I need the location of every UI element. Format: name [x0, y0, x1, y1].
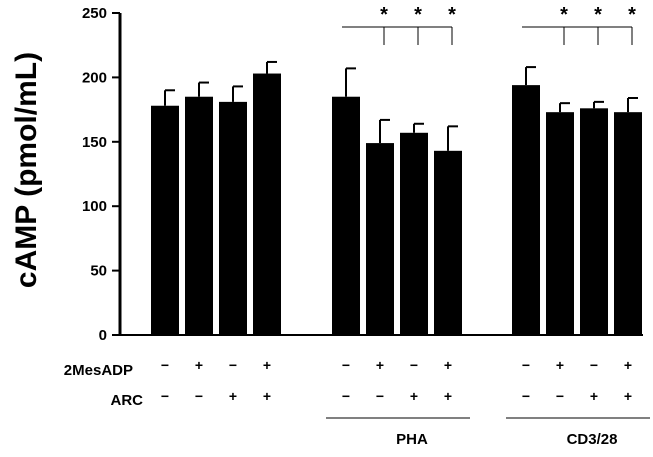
sign-arc: − [342, 388, 350, 404]
sign-2mesadp: + [263, 357, 271, 373]
sign-2mesadp: + [376, 357, 384, 373]
y-tick-label: 150 [82, 134, 107, 151]
bar [614, 112, 642, 336]
bar [434, 150, 462, 335]
sign-arc: + [590, 388, 598, 404]
bar [366, 143, 394, 335]
y-tick-label: 50 [90, 263, 107, 280]
y-axis-title: cAMP (pmol/mL) [10, 52, 43, 288]
sign-arc: − [376, 388, 384, 404]
sign-2mesadp: + [624, 357, 632, 373]
sign-2mesadp: − [410, 357, 418, 373]
bar [400, 132, 428, 335]
sign-2mesadp: + [556, 357, 564, 373]
group-label: PHA [396, 431, 428, 448]
significance-star: * [594, 4, 602, 26]
bar [219, 101, 247, 335]
sign-2mesadp: + [195, 357, 203, 373]
sign-arc: + [263, 388, 271, 404]
sign-arc: − [161, 388, 169, 404]
bar [546, 112, 574, 336]
sign-2mesadp: − [229, 357, 237, 373]
sign-2mesadp: − [590, 357, 598, 373]
group-label: CD3/28 [567, 431, 618, 448]
significance-star: * [448, 4, 456, 26]
bar [185, 96, 213, 335]
sign-arc: + [229, 388, 237, 404]
bar [512, 85, 540, 336]
significance-star: * [560, 4, 568, 26]
y-tick-label: 250 [82, 5, 107, 22]
bar [580, 108, 608, 335]
sign-2mesadp: − [161, 357, 169, 373]
row-label-2mesadp: 2MesADP [64, 362, 133, 379]
significance-star: * [628, 4, 636, 26]
sign-2mesadp: + [444, 357, 452, 373]
bar [253, 73, 281, 335]
bar [151, 105, 179, 336]
sign-arc: − [195, 388, 203, 404]
y-tick-label: 0 [99, 327, 107, 344]
bar [332, 96, 360, 335]
sign-arc: + [410, 388, 418, 404]
sign-arc: + [624, 388, 632, 404]
sign-arc: − [556, 388, 564, 404]
y-tick-label: 100 [82, 198, 107, 215]
significance-star: * [380, 4, 388, 26]
sign-arc: − [522, 388, 530, 404]
sign-2mesadp: − [522, 357, 530, 373]
sign-arc: + [444, 388, 452, 404]
row-label-arc: ARC [111, 392, 144, 409]
y-tick-label: 200 [82, 69, 107, 86]
sign-2mesadp: − [342, 357, 350, 373]
significance-star: * [414, 4, 422, 26]
